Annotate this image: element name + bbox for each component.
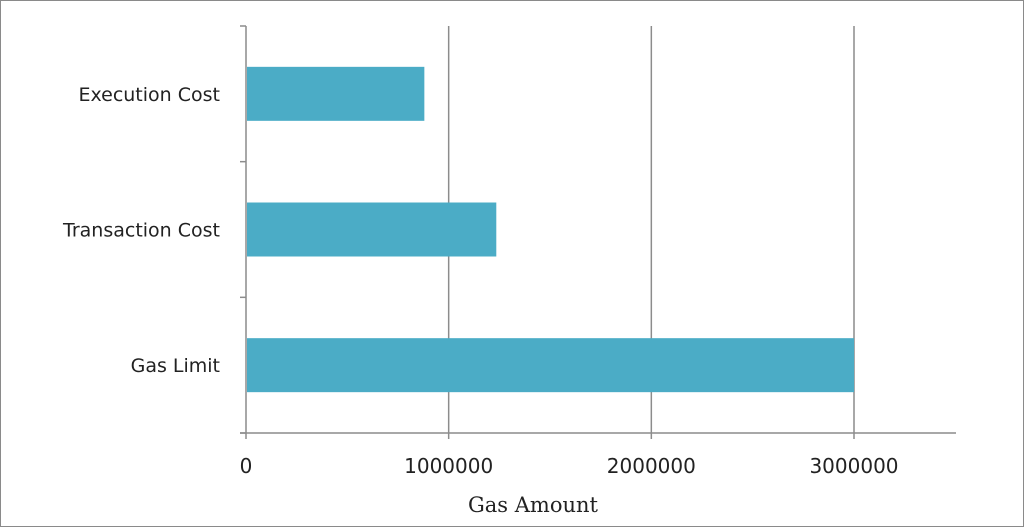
x-tick-label-3: 3000000 — [809, 454, 898, 478]
x-axis-title: Gas Amount — [468, 493, 599, 517]
bar-gas-limit — [247, 338, 854, 393]
bar-execution-cost — [247, 66, 425, 121]
y-category-label-0: Execution Cost — [78, 84, 220, 106]
bar-transaction-cost — [247, 202, 497, 257]
axes — [240, 25, 956, 439]
x-tick-label-0: 0 — [240, 454, 253, 478]
x-tick-label-2: 2000000 — [607, 454, 696, 478]
labels: 0 1000000 2000000 3000000 Execution Cost Tran… — [62, 84, 899, 478]
bars — [247, 66, 854, 393]
y-category-label-1: Transaction Cost — [62, 220, 220, 242]
x-tick-label-1: 1000000 — [404, 454, 493, 478]
y-category-label-2: Gas Limit — [131, 355, 220, 377]
